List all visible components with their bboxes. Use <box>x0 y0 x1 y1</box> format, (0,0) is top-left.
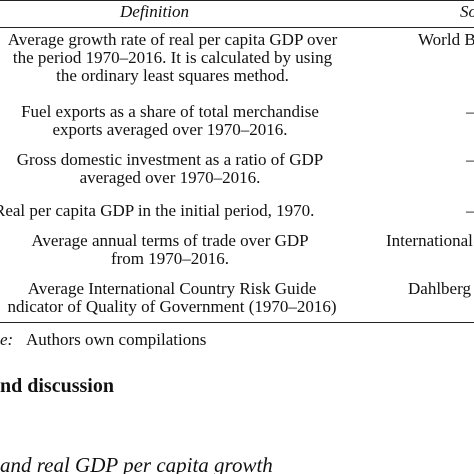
column-header-source: So <box>460 2 474 21</box>
table-note-text: Authors own compilations <box>25 330 207 349</box>
section-heading: nd discussion <box>0 375 114 397</box>
table-row-definition: Fuel exports as a share of total merchan… <box>21 102 319 139</box>
table-row-source: – <box>466 150 474 169</box>
subsection-heading: and real GDP per capita growth <box>0 453 273 474</box>
table-row-source: Dahlberg <box>408 279 471 298</box>
table-row-definition: Average growth rate of real per capita G… <box>7 30 338 85</box>
table-row-definition: Average International Country Risk Guide… <box>7 279 337 316</box>
table-note: e: Authors own compilations <box>0 330 206 350</box>
table-row-definition: Average annual terms of trade over GDP f… <box>31 231 309 268</box>
table-row-source: World B <box>418 30 474 49</box>
table-bottom-rule <box>0 322 474 323</box>
table-row-definition: Real per capita GDP in the initial perio… <box>0 201 315 220</box>
table-top-rule <box>0 0 474 1</box>
table-header-rule <box>0 27 474 28</box>
table-note-label: e: <box>0 330 14 349</box>
table-note-spacer <box>13 330 26 349</box>
column-header-definition: Definition <box>120 2 189 21</box>
table-row-definition: Gross domestic investment as a ratio of … <box>16 150 324 187</box>
table-row-source: – <box>466 102 474 121</box>
table-row-source: International <box>386 231 473 250</box>
table-row-source: – <box>466 201 474 220</box>
